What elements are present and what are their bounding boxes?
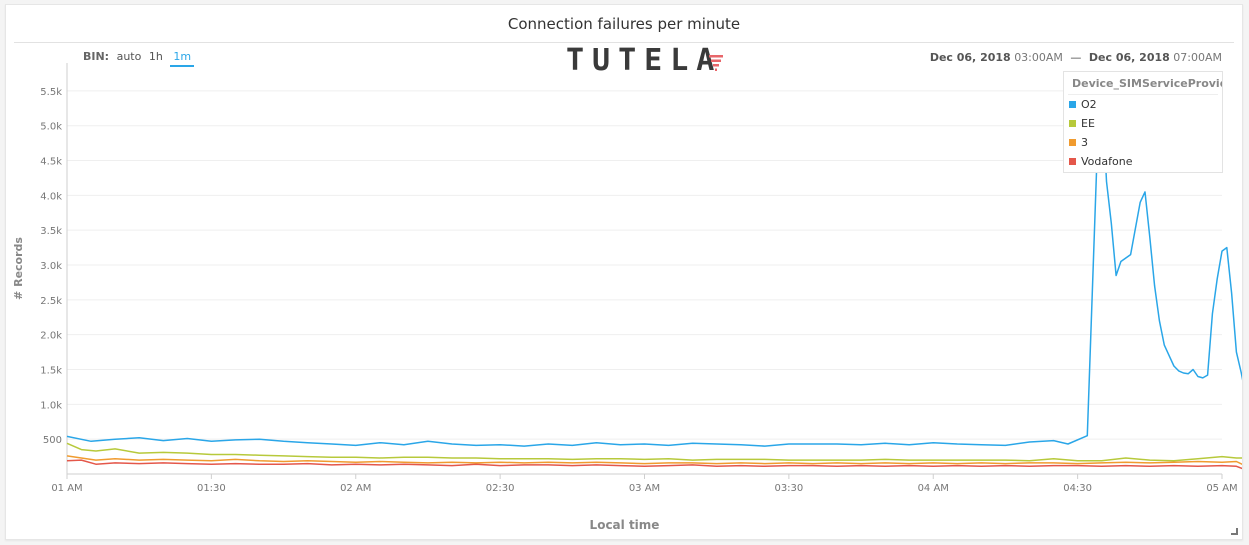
- legend-swatch: [1069, 139, 1076, 146]
- y-tick-label: 2.5k: [40, 296, 62, 307]
- series-line-3: [66, 455, 1242, 465]
- legend-swatch: [1069, 158, 1076, 165]
- y-tick-label: 500: [43, 435, 62, 446]
- bin-selector: BIN: auto 1h 1m: [83, 50, 198, 67]
- x-tick-label: 02 AM: [340, 483, 371, 494]
- range-start-date: Dec 06, 2018: [929, 51, 1011, 64]
- x-tick-label: 03 AM: [629, 483, 660, 494]
- y-tick-label: 3.0k: [40, 261, 62, 272]
- range-end-date: Dec 06, 2018: [1088, 51, 1170, 64]
- x-tick-label: 04 AM: [918, 483, 949, 494]
- legend-swatch: [1069, 120, 1076, 127]
- time-range[interactable]: Dec 06, 2018 03:00AM — Dec 06, 2018 07:0…: [930, 51, 1222, 64]
- range-end-time: 07:00AM: [1173, 51, 1222, 64]
- legend-title: Device_SIMServiceProviderBrandName: [1068, 72, 1222, 95]
- range-start-time: 03:00AM: [1014, 51, 1063, 64]
- tutela-logo: TUTELA: [566, 43, 723, 78]
- series-line-o2: [66, 83, 1242, 447]
- x-axis-label: Local time: [590, 518, 660, 532]
- tutela-triangle-icon: [709, 55, 723, 71]
- bin-option-auto[interactable]: auto: [116, 50, 142, 63]
- legend-item-ee[interactable]: EE: [1064, 114, 1222, 133]
- x-tick-label: 02:30: [486, 483, 515, 494]
- bin-option-1m[interactable]: 1m: [170, 50, 195, 67]
- legend-item-3[interactable]: 3: [1064, 133, 1222, 152]
- x-tick-label: 04:30: [1063, 483, 1092, 494]
- bin-label: BIN:: [83, 50, 110, 63]
- legend-label: EE: [1081, 117, 1095, 130]
- legend-label: 3: [1081, 136, 1088, 149]
- y-axis-label: # Records: [12, 237, 25, 300]
- y-tick-label: 5.5k: [40, 87, 62, 98]
- legend-label: O2: [1081, 98, 1097, 111]
- title-divider: [14, 42, 1234, 43]
- y-tick-label: 5.0k: [40, 122, 62, 133]
- y-tick-label: 1.5k: [40, 366, 62, 377]
- legend-item-o2[interactable]: O2: [1064, 95, 1222, 114]
- chart-card: Connection failures per minute BIN: auto…: [5, 4, 1243, 540]
- chart-title: Connection failures per minute: [507, 15, 741, 33]
- legend-label: Vodafone: [1081, 155, 1133, 168]
- legend-item-vodafone[interactable]: Vodafone: [1064, 152, 1222, 171]
- line-chart: 500 1.0k 1.5k 2.0k 2.5k 3.0k 3.5k 4.0k 4.5k 5.0k 5…: [12, 63, 1242, 532]
- range-separator: —: [1070, 51, 1082, 64]
- resize-handle-icon[interactable]: [1231, 528, 1238, 535]
- legend-swatch: [1069, 101, 1076, 108]
- y-tick-label: 4.0k: [40, 191, 62, 202]
- y-tick-label: 2.0k: [40, 331, 62, 342]
- y-tick-label: 3.5k: [40, 226, 62, 237]
- bin-option-1h[interactable]: 1h: [148, 50, 163, 63]
- x-tick-label: 05 AM: [1206, 483, 1237, 494]
- chart-legend: Device_SIMServiceProviderBrandName O2 EE…: [1063, 71, 1223, 173]
- x-tick-label: 01:30: [197, 483, 226, 494]
- x-tick-label: 01 AM: [51, 483, 82, 494]
- x-tick-label: 03:30: [774, 483, 803, 494]
- series-line-ee: [66, 442, 1242, 462]
- series-line-vodafone: [66, 459, 1242, 470]
- y-tick-label: 1.0k: [40, 400, 62, 411]
- y-tick-label: 4.5k: [40, 157, 62, 168]
